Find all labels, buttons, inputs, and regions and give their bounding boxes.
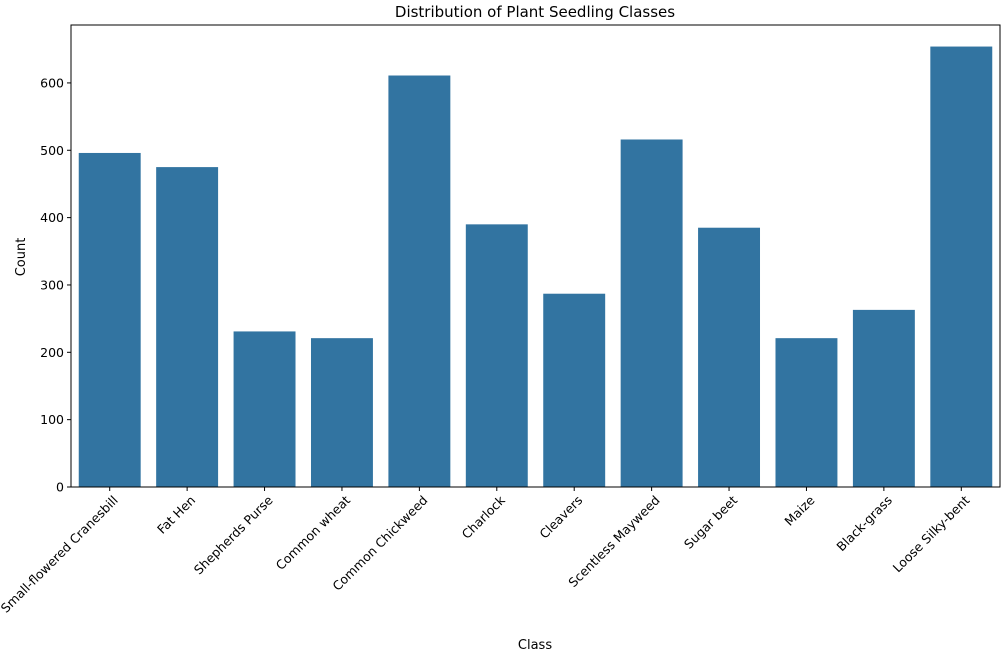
x-tick-label: Small-flowered Cranesbill: [0, 493, 121, 616]
bar-9: [775, 338, 838, 487]
bar-4: [388, 75, 451, 488]
x-tick-label: Fat Hen: [154, 493, 198, 537]
x-tick-label: Shepherds Purse: [191, 492, 276, 577]
y-tick-label: 600: [40, 75, 64, 90]
bar-5: [465, 224, 528, 488]
x-tick-label: Cleavers: [536, 493, 585, 542]
chart-title: Distribution of Plant Seedling Classes: [395, 3, 675, 21]
bar-7: [620, 139, 683, 487]
y-tick-label: 400: [40, 210, 64, 225]
bar-10: [852, 309, 915, 487]
y-tick-label: 100: [40, 412, 64, 427]
bar-11: [930, 46, 993, 487]
y-tick-label: 0: [56, 480, 64, 495]
bar-6: [543, 293, 606, 487]
bar-8: [698, 227, 761, 487]
x-tick-label: Maize: [781, 492, 817, 528]
bar-2: [233, 331, 296, 487]
y-tick-label: 200: [40, 345, 64, 360]
x-tick-label: Charlock: [459, 492, 509, 542]
x-axis-label: Class: [518, 638, 552, 653]
bars-layer: [78, 46, 993, 488]
x-axis-ticks: Small-flowered Cranesbill Fat HenShepherd…: [0, 487, 972, 616]
y-axis-ticks: 0 100 200 300 400 500 600: [40, 75, 71, 495]
bar-0: [78, 152, 141, 488]
y-axis-label: Count: [14, 238, 29, 277]
x-tick-label: Common wheat: [273, 492, 353, 572]
bar-3: [310, 338, 373, 487]
plot-frame: [70, 24, 1001, 488]
bar-1: [156, 167, 219, 487]
y-tick-label: 300: [40, 277, 64, 292]
x-tick-label: Black-grass: [833, 493, 895, 555]
y-tick-label: 500: [40, 143, 64, 158]
x-tick-label: Sugar beet: [681, 492, 740, 551]
x-tick-label: Loose Silky-bent: [890, 492, 973, 575]
